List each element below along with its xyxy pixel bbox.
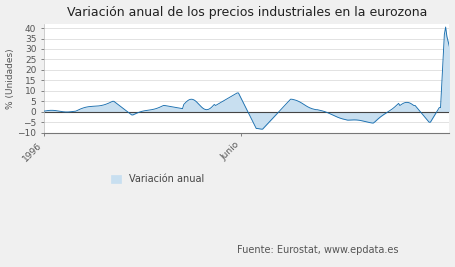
Text: Fuente: Eurostat, www.epdata.es: Fuente: Eurostat, www.epdata.es bbox=[237, 245, 398, 255]
Legend: Variación anual: Variación anual bbox=[111, 174, 204, 184]
Title: Variación anual de los precios industriales en la eurozona: Variación anual de los precios industria… bbox=[66, 6, 427, 18]
Y-axis label: % (Unidades): % (Unidades) bbox=[5, 48, 15, 109]
